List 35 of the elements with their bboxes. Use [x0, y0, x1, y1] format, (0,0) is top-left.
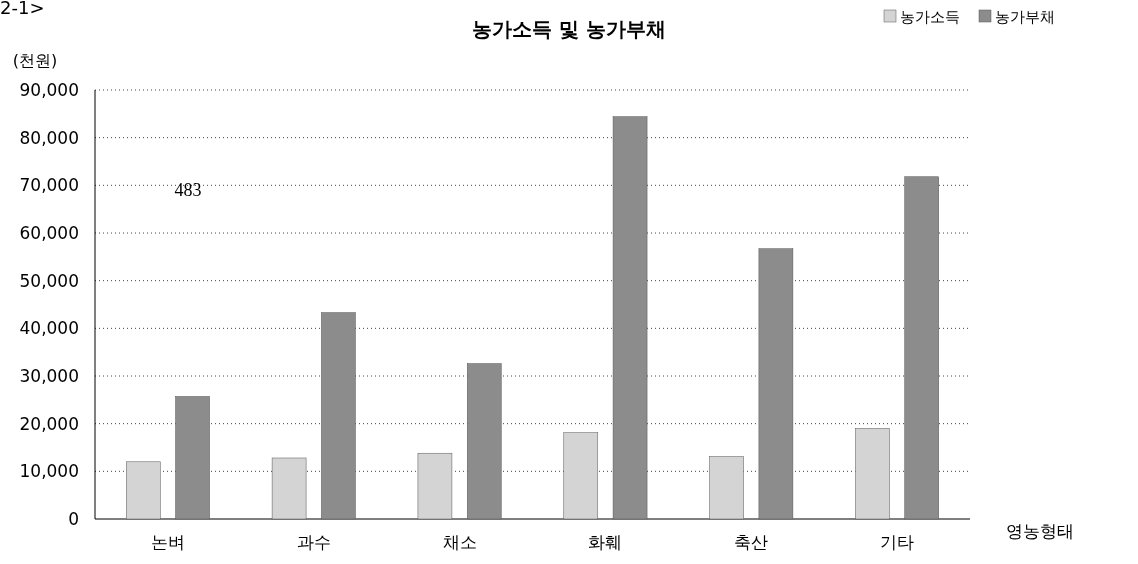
y-tick-label: 50,000	[19, 270, 79, 291]
x-tick-label: 기타	[880, 532, 915, 552]
x-tick-label: 화훼	[588, 532, 623, 552]
annotation: 483	[174, 180, 202, 200]
y-tick-label: 90,000	[19, 79, 79, 100]
chart-title: 농가소득 및 농가부채	[472, 17, 666, 41]
x-tick-label: 과수	[296, 532, 331, 552]
bar	[855, 428, 890, 520]
bar	[466, 363, 502, 520]
bar	[904, 176, 939, 520]
y-tick-label: 10,000	[19, 461, 79, 482]
bar	[175, 396, 210, 520]
y-tick-label: 60,000	[19, 222, 79, 243]
legend-label: 농가부채	[995, 8, 1055, 26]
bar	[126, 461, 161, 520]
y-tick-label: 40,000	[19, 318, 79, 339]
y-tick-label: 70,000	[19, 175, 79, 196]
bar	[758, 248, 794, 520]
legend-label: 농가소득	[900, 8, 960, 26]
x-tick-label: 축산	[734, 532, 769, 552]
y-tick-label: 30,000	[19, 365, 79, 386]
x-tick-label: 채소	[442, 532, 477, 552]
bar	[271, 457, 307, 520]
y-axis-title: (천원)	[12, 51, 58, 70]
bar	[612, 116, 648, 520]
x-axis-title: 영농형태	[1006, 521, 1074, 541]
bar	[417, 452, 453, 520]
bar	[709, 456, 744, 520]
y-tick-label: 20,000	[19, 413, 79, 434]
bar	[321, 312, 356, 520]
y-tick-label: 80,000	[19, 127, 79, 148]
y-tick-label: 0	[68, 508, 79, 529]
bar	[563, 432, 599, 520]
text: 2-1>	[0, 0, 45, 18]
x-tick-label: 논벼	[150, 532, 185, 552]
